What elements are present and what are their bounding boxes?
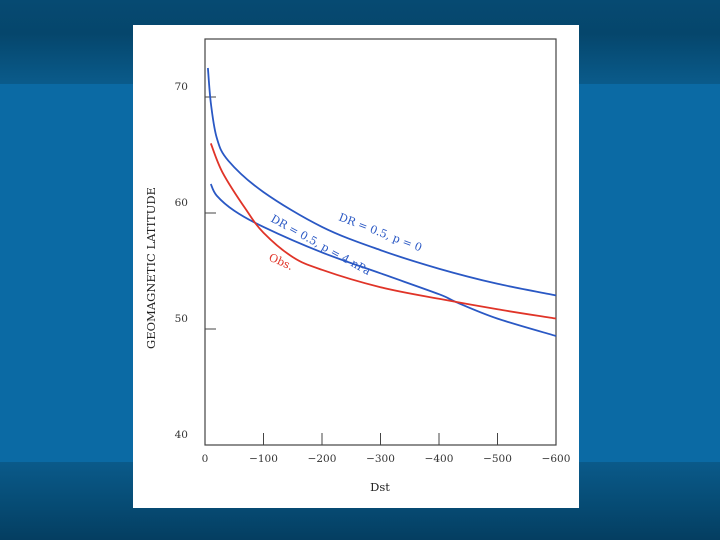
plot-frame <box>204 38 557 446</box>
y-tick-label: 60 <box>175 197 188 209</box>
series-line-dr05-p4npa <box>209 183 557 337</box>
annotation-obs: Obs. <box>267 251 295 273</box>
x-axis-label: Dst <box>370 480 390 494</box>
x-tick-label: 0 <box>202 453 209 465</box>
y-tick-label: 40 <box>175 429 188 441</box>
figure-card: 40 50 60 70 0 −100 −200 −300 −400 −500 −600 GEOMA… <box>133 25 579 508</box>
x-tick-label: −500 <box>483 453 512 465</box>
latitude-vs-dst-chart: 40 50 60 70 0 −100 −200 −300 −400 −500 −600 GEOMA… <box>144 38 571 494</box>
y-tick-label: 50 <box>175 313 188 325</box>
series-line-obs <box>209 143 557 320</box>
y-axis-ticks: 40 50 60 70 <box>175 81 216 446</box>
y-axis-label: GEOMAGNETIC LATITUDE <box>144 187 158 349</box>
x-tick-label: −200 <box>308 453 337 465</box>
x-tick-label: −300 <box>366 453 395 465</box>
y-tick-label: 70 <box>175 81 188 93</box>
x-tick-label: −100 <box>249 453 278 465</box>
x-axis-ticks: 0 −100 −200 −300 −400 −500 −600 <box>202 433 571 465</box>
x-tick-label: −400 <box>425 453 454 465</box>
series-lines <box>207 67 557 337</box>
x-tick-label: −600 <box>542 453 571 465</box>
annotation-dr05-p0: DR = 0.5, p = 0 <box>337 211 424 255</box>
series-line-dr05-p0 <box>207 67 557 297</box>
